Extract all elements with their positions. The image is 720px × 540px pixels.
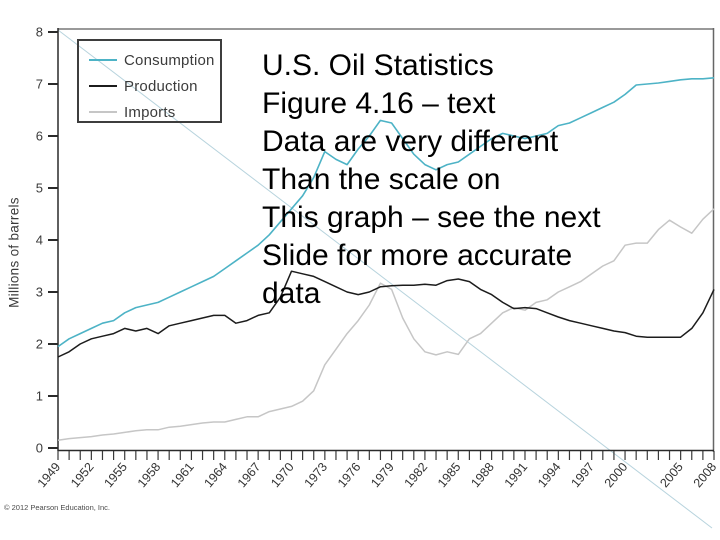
y-tick-label: 7 [36, 77, 43, 92]
y-axis-title: Millions of barrels [6, 197, 22, 308]
x-tick-label: 1991 [502, 460, 531, 490]
legend-label-consumption: Consumption [124, 51, 215, 69]
overlay-line: Than the scale on [262, 163, 501, 196]
x-tick-label: 2000 [602, 460, 631, 490]
y-tick-label: 0 [36, 441, 43, 456]
y-tick-label: 4 [36, 233, 43, 248]
imports-line-swatch [89, 111, 117, 113]
x-tick-label: 1949 [35, 460, 64, 490]
legend-row-consumption: Consumption [79, 47, 220, 73]
legend-row-imports: Imports [79, 99, 220, 125]
x-tick-label: 1976 [335, 460, 364, 490]
legend-label-imports: Imports [124, 103, 176, 121]
production-line [57, 270, 715, 358]
legend-row-production: Production [79, 73, 220, 99]
x-tick-label: 2008 [691, 460, 720, 490]
x-tick-label: 1961 [168, 460, 197, 490]
production-line-swatch [89, 85, 117, 87]
x-tick-label: 1952 [68, 460, 97, 490]
x-tick-label: 1994 [535, 460, 564, 490]
x-tick-label: 1982 [402, 460, 431, 490]
consumption-line [57, 77, 715, 348]
overlay-line: This graph – see the next [262, 201, 601, 234]
overlay-line: data [262, 277, 321, 310]
x-tick-label: 1970 [268, 460, 297, 490]
x-tick-label: 2005 [657, 460, 686, 490]
x-tick-label: 1979 [368, 460, 397, 490]
x-tick-label: 1955 [101, 460, 130, 490]
x-tick-label: 1967 [235, 460, 264, 490]
y-tick-label: 8 [36, 25, 43, 40]
y-tick-label: 5 [36, 181, 43, 196]
consumption-line-swatch [89, 59, 117, 61]
x-tick-label: 1988 [468, 460, 497, 490]
overlay-line: Data are very different [262, 125, 559, 158]
x-tick-label: 1958 [135, 460, 164, 490]
overlay-line: U.S. Oil Statistics [262, 49, 494, 82]
x-tick-label: 1973 [302, 460, 331, 490]
x-tick-label: 1985 [435, 460, 464, 490]
diagonal-annotation-line [57, 29, 713, 529]
overlay-text-block: U.S. Oil Statistics Figure 4.16 – text D… [262, 47, 601, 313]
overlay-line: Slide for more accurate [262, 239, 573, 272]
overlay-line: Figure 4.16 – text [262, 87, 496, 120]
x-tick-label: 1964 [201, 460, 230, 490]
y-tick-label: 2 [36, 337, 43, 352]
x-tick-label: 1997 [568, 460, 597, 490]
y-tick-label: 1 [36, 389, 43, 404]
legend-label-production: Production [124, 77, 198, 95]
copyright-text: © 2012 Pearson Education, Inc. [4, 503, 111, 512]
chart-legend: Consumption Production Imports [77, 39, 222, 123]
y-tick-label: 3 [36, 285, 43, 300]
y-tick-label: 6 [36, 129, 43, 144]
